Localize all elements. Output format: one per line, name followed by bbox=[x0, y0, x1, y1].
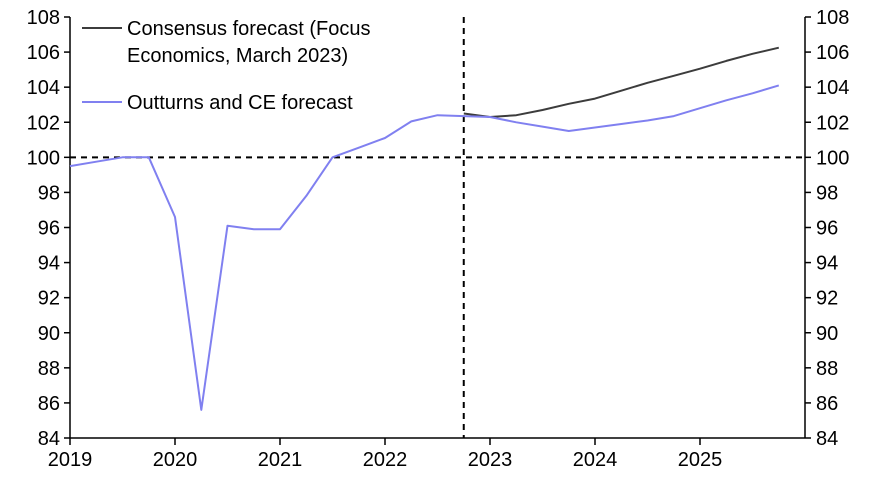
series-layer bbox=[69, 46, 780, 411]
y-tick-label-left: 88 bbox=[38, 358, 60, 380]
x-tick-label: 2025 bbox=[678, 449, 723, 471]
y-tick-label-left: 102 bbox=[27, 112, 60, 134]
y-tick-label-right: 102 bbox=[816, 112, 849, 134]
legend-label-consensus: Economics, March 2023) bbox=[127, 45, 348, 67]
y-tick-label-left: 96 bbox=[38, 218, 60, 240]
y-tick-label-left: 106 bbox=[27, 42, 60, 64]
y-tick-label-right: 84 bbox=[816, 428, 838, 450]
y-tick-label-left: 104 bbox=[27, 77, 60, 99]
series-line-consensus bbox=[463, 46, 780, 118]
y-tick-label-left: 84 bbox=[38, 428, 60, 450]
y-tick-label-right: 106 bbox=[816, 42, 849, 64]
y-tick-label-right: 88 bbox=[816, 358, 838, 380]
y-tick-label-right: 96 bbox=[816, 218, 838, 240]
x-tick-label: 2020 bbox=[153, 449, 198, 471]
x-tick-label: 2023 bbox=[468, 449, 513, 471]
y-tick-label-left: 92 bbox=[38, 288, 60, 310]
series-line-outturns bbox=[69, 84, 780, 411]
y-tick-label-right: 100 bbox=[816, 147, 849, 169]
y-tick-label-left: 90 bbox=[38, 323, 60, 345]
y-tick-label-left: 98 bbox=[38, 182, 60, 204]
y-tick-label-right: 98 bbox=[816, 182, 838, 204]
legend: Consensus forecast (Focus Economics, Marc… bbox=[82, 18, 370, 114]
x-tick-label: 2019 bbox=[48, 449, 93, 471]
x-tick-label: 2021 bbox=[258, 449, 303, 471]
reference-lines-layer bbox=[70, 17, 805, 438]
y-tick-label-right: 108 bbox=[816, 7, 849, 29]
axes-layer: 84 84 86 86 88 88 90 90 92 92 94 94 96 96 98 98 100 100 10… bbox=[27, 7, 850, 471]
y-tick-label-left: 108 bbox=[27, 7, 60, 29]
y-tick-label-right: 92 bbox=[816, 288, 838, 310]
legend-label-consensus: Consensus forecast (Focus bbox=[127, 18, 370, 40]
y-tick-label-left: 94 bbox=[38, 253, 60, 275]
y-tick-label-left: 100 bbox=[27, 147, 60, 169]
x-tick-label: 2022 bbox=[363, 449, 408, 471]
y-tick-label-right: 90 bbox=[816, 323, 838, 345]
y-tick-label-right: 86 bbox=[816, 393, 838, 415]
y-tick-label-right: 104 bbox=[816, 77, 849, 99]
y-tick-label-left: 86 bbox=[38, 393, 60, 415]
y-tick-label-right: 94 bbox=[816, 253, 838, 275]
x-tick-label: 2024 bbox=[573, 449, 618, 471]
legend-label-outturns: Outturns and CE forecast bbox=[127, 92, 353, 114]
